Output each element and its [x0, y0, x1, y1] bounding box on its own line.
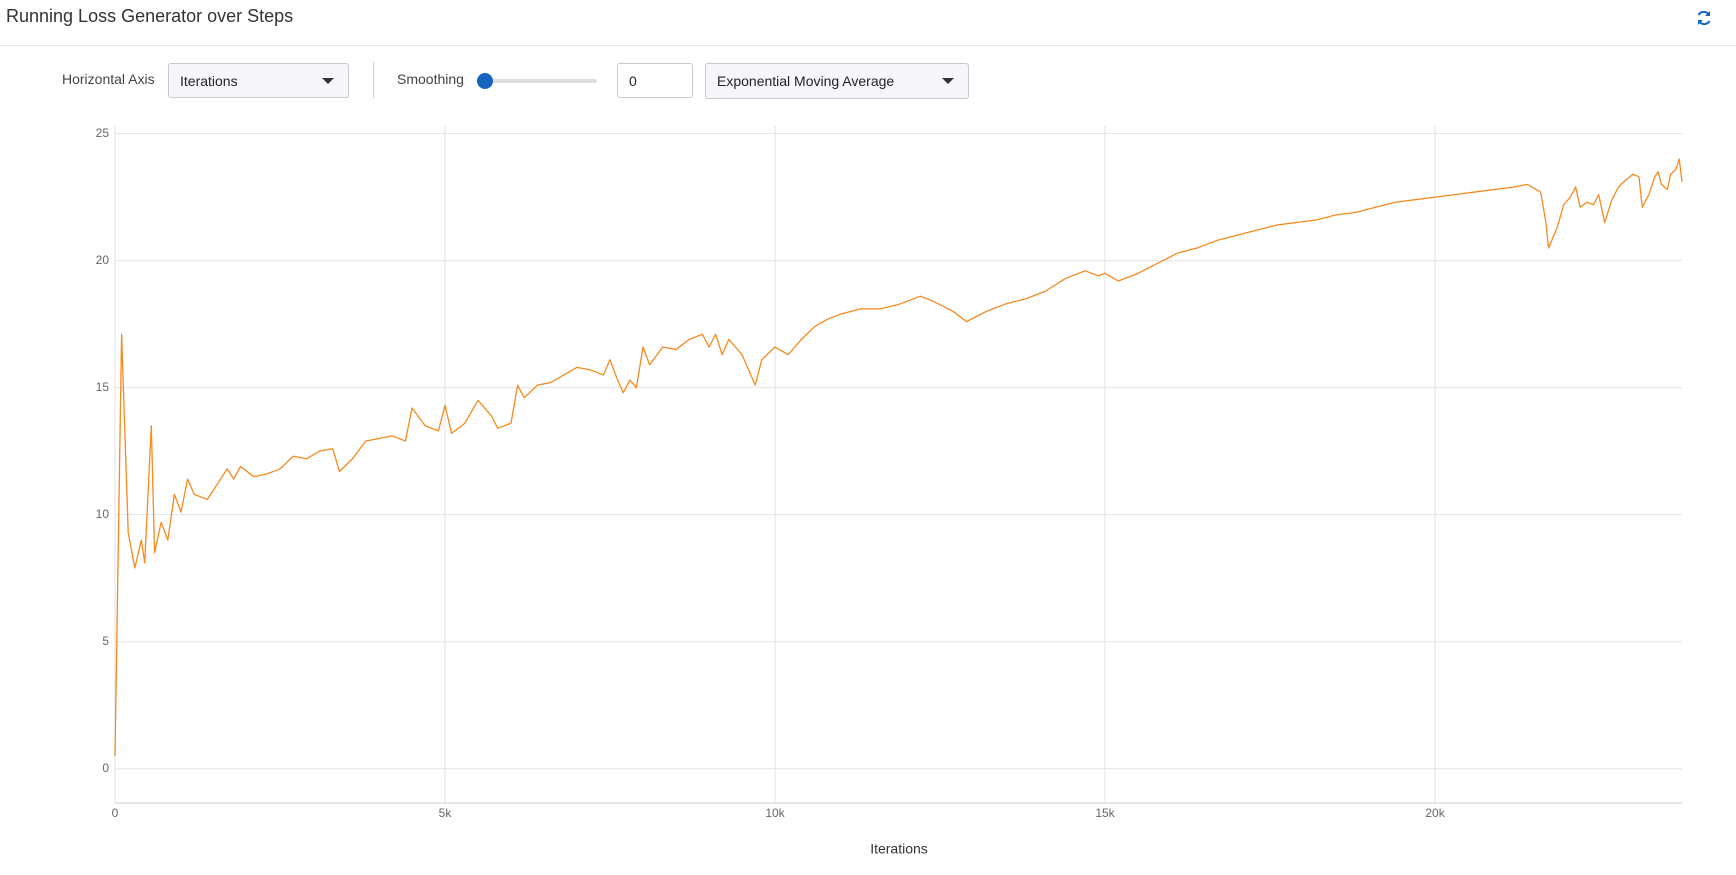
input-value: 0	[629, 72, 637, 89]
x-axis-title: Iterations	[870, 841, 928, 857]
smoothing-method-select[interactable]: Exponential Moving Average	[705, 63, 969, 99]
y-tick-label: 25	[96, 126, 110, 140]
panel-title: Running Loss Generator over Steps	[6, 6, 294, 26]
y-tick-label: 20	[96, 253, 110, 267]
smoothing-input[interactable]: 0	[617, 63, 693, 98]
x-tick-label: 0	[112, 806, 119, 820]
horizontal-axis-select[interactable]: Iterations	[168, 63, 349, 98]
horizontal-axis-label: Horizontal Axis	[62, 71, 155, 87]
x-tick-label: 10k	[765, 806, 785, 820]
divider	[0, 45, 1736, 46]
y-tick-label: 5	[102, 634, 109, 648]
x-tick-label: 20k	[1425, 806, 1445, 820]
y-tick-label: 10	[96, 507, 110, 521]
x-tick-label: 15k	[1095, 806, 1115, 820]
smoothing-label: Smoothing	[397, 71, 464, 87]
y-tick-label: 15	[96, 380, 110, 394]
refresh-button[interactable]	[1694, 8, 1714, 28]
select-value: Exponential Moving Average	[717, 73, 895, 89]
select-value: Iterations	[180, 72, 238, 89]
smoothing-slider[interactable]	[485, 79, 597, 83]
loss-line	[114, 158, 1683, 757]
x-tick-label: 5k	[439, 806, 453, 820]
slider-thumb[interactable]	[477, 73, 493, 89]
y-tick-label: 0	[102, 761, 109, 775]
divider	[373, 62, 374, 98]
